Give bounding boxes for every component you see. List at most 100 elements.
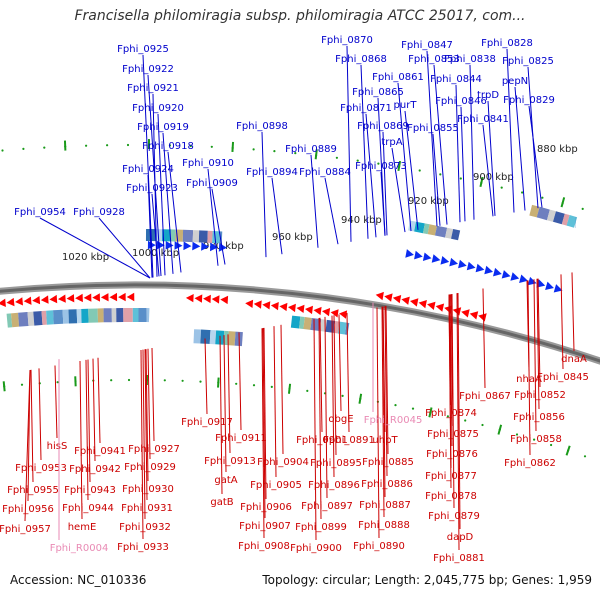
forward-callout-line (426, 50, 438, 227)
reverse-gene-arrow (15, 297, 23, 306)
ring-tick (479, 176, 484, 188)
forward-gene-label: Fphi_0869 (357, 121, 409, 132)
forward-gene-label: Fphi_0825 (502, 56, 554, 67)
reverse-gene-arrow (322, 308, 331, 317)
genome-backbone (0, 283, 600, 363)
reverse-callout-line (151, 348, 155, 442)
ring-dot (181, 379, 184, 382)
reverse-callout-line (144, 349, 148, 501)
ring-dot (168, 144, 171, 147)
reverse-gene-arrow (23, 296, 32, 305)
reverse-gene-label: hisS (47, 441, 68, 452)
forward-gene-label: Fphi_0909 (186, 178, 238, 189)
forward-callout-line (310, 154, 319, 248)
reverse-gene-label: Fphi_0904 (257, 457, 309, 468)
ring-dot (126, 143, 130, 147)
forward-gene-arrow (458, 259, 467, 269)
reverse-gene-arrow (66, 294, 75, 303)
reverse-callout-line (142, 349, 146, 520)
reverse-callout-line (147, 348, 151, 460)
reverse-gene-arrow (418, 300, 427, 309)
reverse-callout-line (140, 350, 144, 540)
reverse-gene-arrow (270, 302, 279, 311)
genome-backbone-shadow (0, 281, 600, 365)
ring-dot (22, 147, 25, 150)
forward-gene-arrow (165, 241, 174, 250)
ring-dot (252, 384, 256, 387)
reverse-gene-arrow (288, 303, 296, 313)
forward-gene-label: Fphi_0884 (299, 167, 351, 178)
forward-gene-arrow (553, 284, 563, 293)
reverse-gene-label: Fphi_0867 (459, 391, 511, 402)
reverse-gene-arrow (0, 298, 6, 307)
reverse-callout-line (384, 306, 388, 477)
forward-callout-line (391, 147, 406, 233)
reverse-gene-label: Fphi_0856 (513, 412, 565, 423)
ring-dot (550, 443, 553, 447)
reverse-gene-label: Fphi_0881 (433, 553, 485, 564)
reverse-gene-arrow (118, 292, 126, 302)
reverse-gene-arrow (49, 294, 58, 304)
forward-callout-line (271, 177, 283, 255)
reverse-gene-label: Fphi_0955 (7, 485, 59, 496)
reverse-callout-line (376, 307, 380, 539)
feature-strip (434, 225, 448, 238)
reverse-callout-line (331, 315, 335, 478)
forward-callout-line (432, 133, 441, 226)
reverse-gene-label: Fphi_0874 (425, 408, 477, 419)
reverse-callout-line (571, 272, 575, 352)
feature-strip (33, 311, 43, 326)
ring-dot (273, 150, 276, 153)
ring-dot (294, 152, 297, 155)
reverse-gene-arrow (75, 293, 83, 303)
reverse-gene-arrow (330, 309, 339, 318)
reverse-callout-line (219, 335, 223, 495)
reverse-callout-line (280, 324, 284, 455)
forward-gene-arrow (405, 249, 414, 258)
reverse-gene-label: Fphi_0888 (358, 520, 410, 531)
ring-dot (189, 144, 192, 148)
scale-label: 900 kbp (473, 172, 514, 183)
forward-gene-arrow (519, 274, 528, 283)
feature-strip (414, 221, 425, 234)
reverse-gene-label: dapD (447, 532, 474, 543)
forward-callout-line (487, 100, 496, 216)
reverse-callout-line (333, 315, 337, 456)
reverse-gene-label: Fphi_0878 (425, 491, 477, 502)
forward-gene-arrow (545, 281, 554, 290)
reverse-gene-label: Fphi_0908 (238, 541, 290, 552)
ring-dot (43, 146, 46, 149)
feature-strip (529, 204, 540, 218)
reverse-gene-arrow (384, 293, 393, 302)
forward-callout-line (167, 151, 182, 273)
forward-callout-line (39, 217, 151, 279)
forward-callout-line (404, 110, 419, 230)
forward-callout-line (360, 64, 369, 239)
forward-gene-label: Fphi_0868 (335, 54, 387, 65)
ring-dot (210, 145, 213, 148)
forward-callout-line (382, 131, 388, 236)
ring-dot (335, 156, 338, 159)
reverse-callout-line (338, 314, 342, 412)
feature-strip (337, 321, 347, 335)
reverse-gene-label: Fphi_0917 (181, 417, 233, 428)
reverse-callout-line (537, 278, 541, 388)
forward-gene-label: Fphi_0928 (73, 207, 125, 218)
accession-label: Accession: NC_010336 (10, 573, 147, 587)
reverse-callout-line (85, 359, 89, 501)
genome-summary: Topology: circular; Length: 2,045,775 bp… (262, 573, 592, 587)
reverse-gene-arrow (245, 299, 254, 308)
reverse-callout-line (482, 288, 486, 389)
forward-gene-label: Fphi_0894 (246, 167, 298, 178)
reverse-callout-line (560, 274, 564, 370)
forward-gene-label: Fphi_0919 (137, 122, 189, 133)
ring-dot (394, 404, 397, 407)
ring-dot (85, 144, 88, 147)
forward-gene-arrow (510, 272, 520, 281)
reverse-callout-line (318, 317, 322, 520)
reverse-callout-line (457, 292, 461, 530)
reverse-callout-line (263, 327, 267, 500)
reverse-callout-line (204, 338, 208, 415)
reverse-callout-line (273, 326, 277, 478)
